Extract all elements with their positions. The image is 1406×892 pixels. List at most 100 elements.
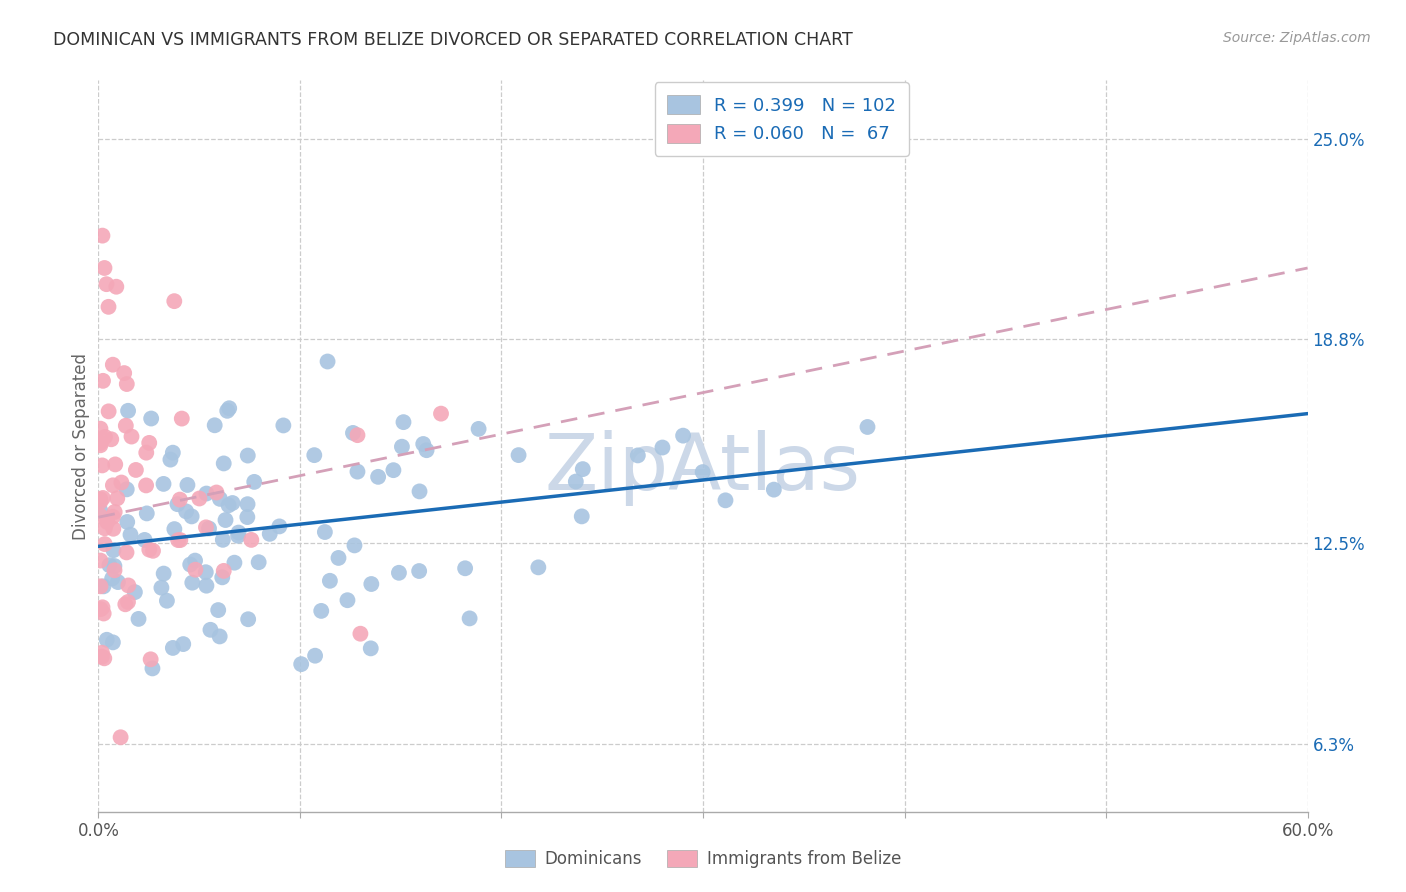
Point	[226, 529, 249, 543]
Point	[105, 279, 128, 293]
Point	[316, 354, 339, 368]
Point	[309, 604, 332, 618]
Point	[141, 661, 163, 675]
Point	[167, 533, 190, 547]
Point	[91, 458, 114, 473]
Point	[430, 407, 453, 421]
Point	[367, 470, 389, 484]
Point	[125, 463, 148, 477]
Point	[142, 543, 165, 558]
Point	[103, 559, 125, 574]
Point	[360, 577, 382, 591]
Point	[89, 553, 111, 567]
Point	[207, 603, 229, 617]
Point	[139, 652, 162, 666]
Point	[218, 498, 240, 512]
Point	[236, 497, 259, 511]
Point	[218, 401, 240, 416]
Point	[138, 436, 160, 450]
Point	[346, 428, 368, 442]
Point	[328, 550, 350, 565]
Point	[89, 422, 111, 436]
Point	[115, 377, 138, 392]
Point	[415, 443, 437, 458]
Point	[101, 358, 124, 372]
Text: DOMINICAN VS IMMIGRANTS FROM BELIZE DIVORCED OR SEPARATED CORRELATION CHART: DOMINICAN VS IMMIGRANTS FROM BELIZE DIVO…	[53, 31, 853, 49]
Point	[571, 462, 593, 476]
Point	[90, 436, 112, 450]
Point	[236, 510, 259, 524]
Point	[391, 440, 413, 454]
Point	[214, 513, 236, 527]
Point	[346, 465, 368, 479]
Point	[138, 542, 160, 557]
Point	[93, 537, 115, 551]
Point	[120, 527, 142, 541]
Point	[101, 635, 124, 649]
Point	[651, 441, 673, 455]
Point	[107, 575, 129, 590]
Point	[163, 522, 186, 536]
Point	[692, 465, 714, 479]
Point	[388, 566, 411, 580]
Point	[179, 558, 201, 572]
Point	[343, 538, 366, 552]
Point	[103, 522, 125, 536]
Point	[392, 415, 415, 429]
Point	[408, 484, 430, 499]
Point	[467, 422, 489, 436]
Point	[212, 457, 235, 471]
Point	[762, 483, 785, 497]
Point	[166, 497, 188, 511]
Point	[217, 404, 239, 418]
Point	[96, 277, 118, 292]
Point	[93, 260, 115, 275]
Point	[115, 483, 138, 497]
Point	[141, 411, 163, 425]
Point	[211, 533, 233, 547]
Point	[314, 524, 336, 539]
Point	[97, 404, 120, 418]
Point	[174, 504, 197, 518]
Point	[856, 420, 879, 434]
Text: Source: ZipAtlas.com: Source: ZipAtlas.com	[1223, 31, 1371, 45]
Point	[195, 486, 218, 500]
Point	[114, 418, 136, 433]
Point	[204, 418, 226, 433]
Point	[200, 623, 222, 637]
Point	[236, 449, 259, 463]
Point	[408, 564, 430, 578]
Point	[238, 612, 260, 626]
Point	[100, 432, 122, 446]
Point	[290, 657, 312, 672]
Point	[90, 649, 112, 664]
Point	[208, 491, 231, 506]
Point	[91, 600, 114, 615]
Point	[162, 445, 184, 459]
Point	[115, 545, 138, 559]
Point	[101, 509, 124, 524]
Point	[135, 445, 157, 459]
Point	[163, 294, 186, 309]
Point	[212, 564, 235, 578]
Point	[336, 593, 359, 607]
Point	[93, 579, 115, 593]
Point	[565, 475, 588, 489]
Point	[110, 731, 132, 745]
Point	[103, 543, 125, 558]
Point	[115, 515, 138, 529]
Point	[224, 556, 246, 570]
Point	[714, 493, 737, 508]
Point	[112, 366, 135, 380]
Point	[259, 526, 281, 541]
Point	[169, 533, 191, 547]
Point	[90, 602, 112, 616]
Point	[319, 574, 342, 588]
Point	[162, 640, 184, 655]
Point	[101, 478, 124, 492]
Point	[184, 563, 207, 577]
Point	[94, 521, 117, 535]
Point	[360, 641, 382, 656]
Point	[195, 579, 218, 593]
Point	[156, 593, 179, 607]
